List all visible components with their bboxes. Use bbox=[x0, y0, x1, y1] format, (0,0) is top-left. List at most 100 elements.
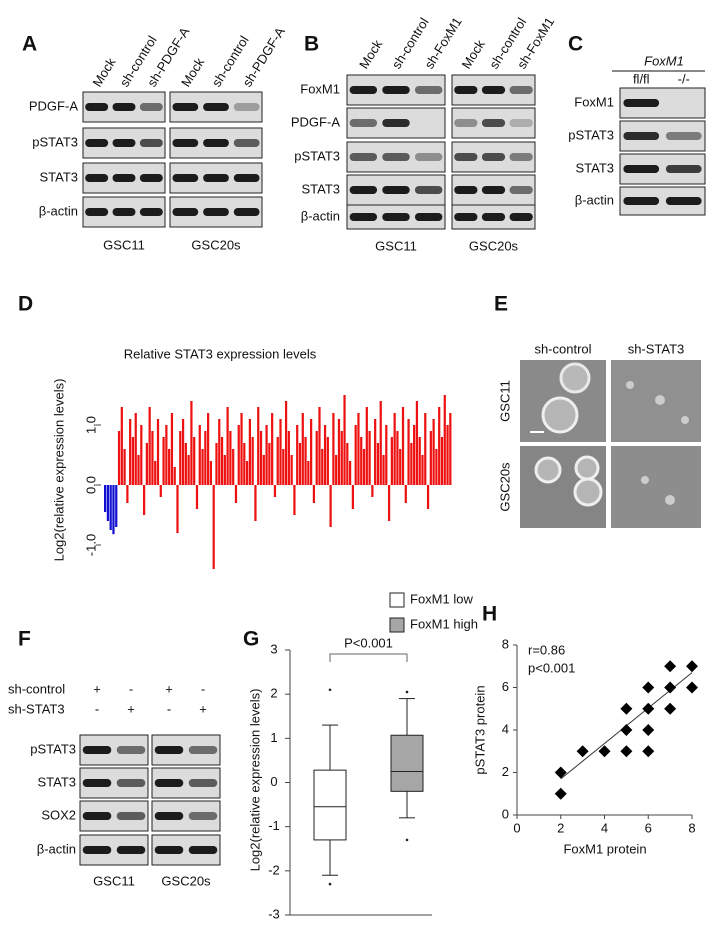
band bbox=[116, 846, 146, 854]
x-axis-label: FoxM1 protein bbox=[563, 841, 646, 856]
y-tick-label: 1 bbox=[270, 730, 277, 745]
bar bbox=[218, 419, 221, 485]
band bbox=[188, 746, 218, 754]
row-label: STAT3 bbox=[575, 160, 614, 175]
significance-bracket bbox=[329, 653, 408, 662]
band bbox=[665, 165, 702, 173]
bar bbox=[198, 425, 201, 485]
bar bbox=[404, 485, 407, 503]
row-label: STAT3 bbox=[301, 181, 340, 196]
annotation: r=0.86 bbox=[528, 642, 565, 657]
bar bbox=[165, 425, 168, 485]
annotation: P<0.001 bbox=[344, 635, 393, 650]
row-label: SOX2 bbox=[41, 807, 76, 822]
bar bbox=[142, 485, 146, 515]
bar bbox=[259, 431, 263, 485]
legend-label: FoxM1 high bbox=[410, 616, 478, 631]
outlier bbox=[405, 690, 409, 694]
bar bbox=[410, 443, 413, 485]
band bbox=[454, 186, 478, 194]
band bbox=[414, 213, 443, 221]
bar bbox=[368, 431, 371, 485]
row-label: GSC20s bbox=[497, 462, 512, 512]
band bbox=[112, 139, 136, 147]
band bbox=[82, 746, 112, 754]
band bbox=[188, 846, 218, 854]
bar bbox=[371, 485, 374, 497]
band bbox=[139, 174, 163, 182]
row-label: PDGF-A bbox=[291, 114, 340, 129]
band bbox=[481, 213, 506, 221]
band bbox=[509, 119, 533, 127]
lane-label: Mock bbox=[459, 37, 488, 72]
point bbox=[642, 724, 655, 736]
band bbox=[203, 208, 229, 216]
point bbox=[664, 681, 677, 694]
bar bbox=[209, 461, 213, 485]
y-tick-label: 0.0 bbox=[83, 476, 98, 494]
bar bbox=[415, 401, 419, 485]
row-label: FoxM1 bbox=[300, 81, 340, 96]
bar bbox=[365, 407, 368, 485]
band bbox=[85, 139, 109, 147]
bar bbox=[156, 419, 160, 485]
band bbox=[349, 213, 378, 221]
bar bbox=[310, 419, 313, 485]
x-tick-label: 2 bbox=[557, 820, 564, 835]
bar bbox=[438, 407, 441, 485]
band bbox=[414, 86, 443, 94]
band bbox=[82, 812, 112, 820]
bar bbox=[407, 419, 410, 485]
bar bbox=[234, 485, 238, 503]
condition-sign: + bbox=[165, 681, 173, 696]
panel-letter: F bbox=[18, 628, 31, 651]
y-tick-label: 3 bbox=[270, 641, 277, 656]
band bbox=[233, 139, 260, 147]
cell bbox=[655, 395, 665, 405]
bar bbox=[162, 437, 165, 485]
band bbox=[414, 153, 443, 161]
cell bbox=[681, 416, 689, 424]
band bbox=[481, 119, 506, 127]
band bbox=[481, 186, 506, 194]
bar bbox=[276, 437, 279, 485]
y-tick-label: -2 bbox=[268, 862, 280, 877]
bar bbox=[120, 407, 123, 485]
point bbox=[664, 660, 677, 673]
bar bbox=[318, 407, 321, 485]
x-tick-label: 4 bbox=[601, 820, 608, 835]
bar bbox=[287, 431, 290, 485]
band bbox=[233, 208, 260, 216]
bar bbox=[207, 413, 210, 485]
band bbox=[509, 153, 533, 161]
band bbox=[233, 103, 260, 111]
band bbox=[382, 213, 410, 221]
y-tick-label: -1.0 bbox=[83, 534, 98, 556]
bar bbox=[245, 461, 249, 485]
lane-label: -/- bbox=[678, 71, 690, 86]
bar bbox=[262, 455, 265, 485]
panel-letter: D bbox=[18, 293, 33, 316]
band bbox=[665, 197, 702, 205]
panel-letter: G bbox=[243, 628, 259, 651]
band bbox=[349, 86, 378, 94]
band bbox=[623, 197, 660, 205]
band bbox=[349, 153, 378, 161]
band bbox=[188, 812, 218, 820]
point bbox=[576, 745, 589, 758]
bar bbox=[382, 455, 385, 485]
band bbox=[139, 208, 163, 216]
band bbox=[382, 119, 410, 127]
panel-letter: A bbox=[22, 33, 37, 56]
bar bbox=[226, 407, 229, 485]
band bbox=[172, 103, 199, 111]
x-tick-label: 0 bbox=[513, 820, 520, 835]
bar bbox=[440, 437, 444, 485]
legend-swatch bbox=[389, 592, 405, 608]
group-label: GSC20s bbox=[191, 237, 241, 252]
y-tick-label: -3 bbox=[268, 906, 280, 921]
bar bbox=[254, 485, 257, 521]
band bbox=[85, 208, 109, 216]
bar bbox=[184, 443, 187, 485]
row-label: β-actin bbox=[39, 203, 78, 218]
